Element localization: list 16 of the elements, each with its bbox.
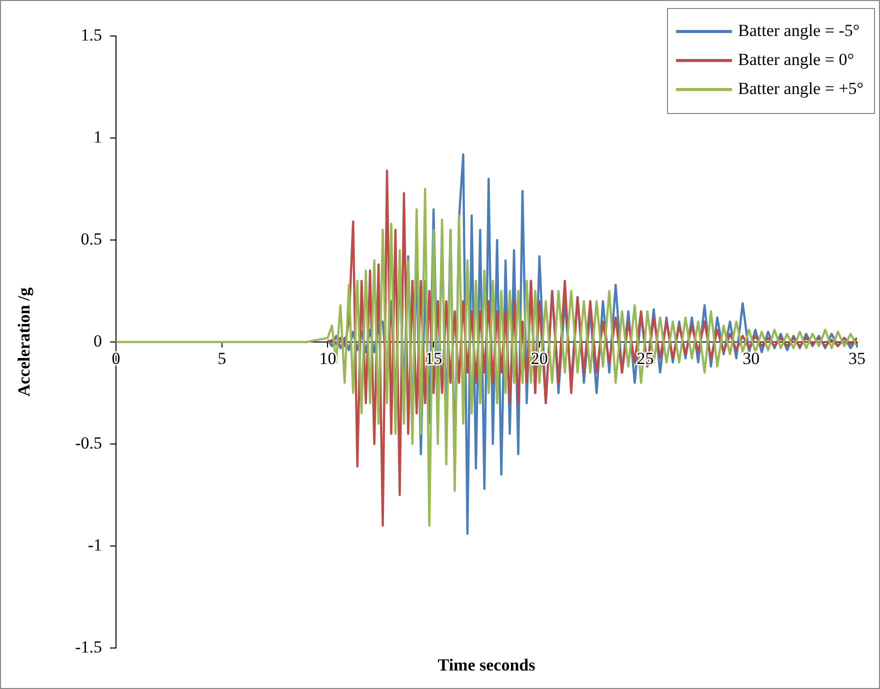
y-tick-label: -1.5 [75, 637, 102, 656]
y-tick-label: 1.5 [80, 25, 102, 44]
y-tick-label: -0.5 [75, 433, 102, 452]
y-tick-label: -1 [88, 535, 102, 554]
x-tick-label: 30 [742, 348, 760, 368]
legend-label: Batter angle = +5° [738, 79, 864, 99]
y-tick-label: 1 [94, 127, 102, 146]
legend-label: Batter angle = 0° [738, 50, 854, 70]
legend-label: Batter angle = -5° [738, 21, 860, 41]
x-tick-label: 35 [848, 348, 866, 368]
x-tick-label: 5 [218, 348, 226, 368]
x-axis-title: Time seconds [438, 655, 536, 674]
y-tick-label: 0 [94, 331, 102, 350]
y-axis-title: Acceleration /g [14, 286, 34, 397]
x-tick-label: 25 [636, 348, 654, 368]
y-tick-label: 0.5 [80, 229, 102, 248]
